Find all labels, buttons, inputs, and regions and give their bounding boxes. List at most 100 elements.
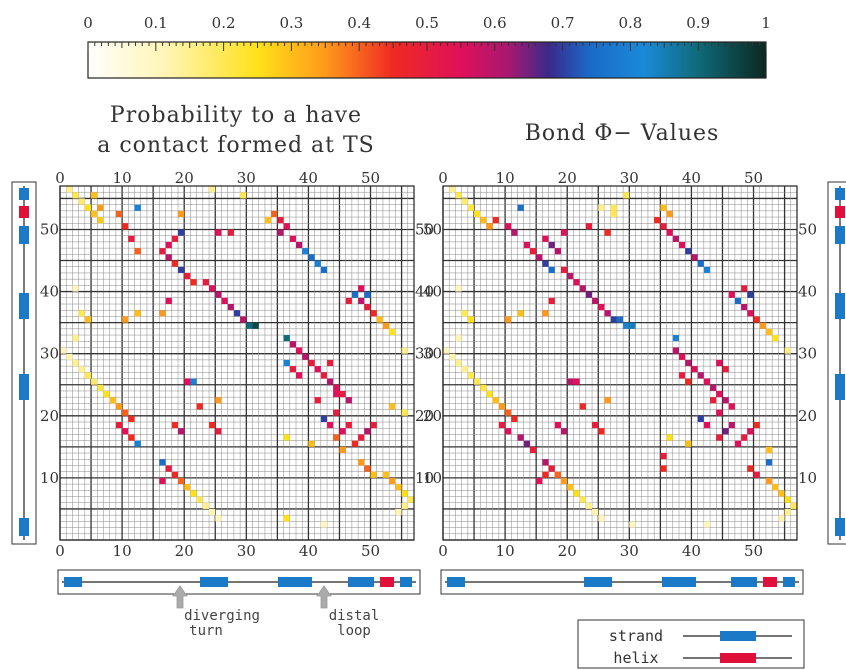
heatmap-cell (505, 409, 512, 416)
heatmap-cell (679, 353, 686, 360)
heatmap-cell (240, 192, 247, 199)
heatmap-cell (165, 297, 172, 304)
heatmap-cell (333, 384, 340, 391)
heatmap-cell (511, 415, 518, 422)
heatmap-cell (209, 285, 216, 292)
heatmap-cell (122, 409, 129, 416)
heatmap-cell (97, 384, 104, 391)
heatmap-cell (320, 415, 328, 422)
heatmap-cell (115, 422, 123, 429)
x-tick-label-top: 10 (113, 169, 132, 187)
heatmap-cell (84, 372, 92, 379)
heatmap-cell (202, 502, 210, 509)
heatmap-cell (467, 204, 475, 211)
heatmap-cell (215, 515, 222, 522)
heatmap-cell (610, 210, 617, 218)
heatmap-cell (84, 316, 92, 323)
heatmap-cell (461, 198, 468, 205)
heatmap-cell (302, 248, 309, 255)
heatmap-cell (554, 422, 561, 429)
heatmap-cell (215, 291, 222, 298)
heatmap-cell (283, 515, 290, 522)
heatmap-cell (227, 304, 234, 311)
heatmap-cell (455, 359, 462, 367)
heatmap-cell (314, 366, 321, 373)
right-panel-title: Bond Φ− Values (525, 121, 720, 146)
heatmap-cell (480, 217, 487, 224)
heatmap-cell (765, 459, 773, 466)
y-tick-label-right: 40 (415, 283, 434, 301)
heatmap-cell (351, 440, 359, 447)
heatmap-cell (741, 434, 748, 441)
heatmap-cell (505, 316, 512, 323)
heatmap-cell (296, 241, 303, 249)
y-tick-label-left: 50 (423, 220, 442, 238)
strand-segment (19, 374, 29, 400)
strand-segment (19, 226, 29, 244)
heatmap-cell (703, 266, 711, 273)
colorbar-tick-label: 1 (761, 14, 771, 32)
heatmap-cell (97, 204, 104, 211)
y-tick-label-left: 20 (40, 407, 59, 425)
heatmap-cell (480, 384, 487, 391)
heatmap-cell (666, 210, 673, 218)
y-tick-label-left: 40 (423, 283, 442, 301)
y-tick-label-right: 50 (415, 220, 434, 238)
heatmap-cell (716, 434, 723, 441)
heatmap-cell (370, 310, 377, 317)
heatmap-cell (592, 422, 599, 429)
heatmap-cell (455, 192, 462, 199)
heatmap-cell (486, 223, 493, 230)
heatmap-cell (759, 322, 766, 329)
heatmap-cell (542, 459, 549, 466)
heatmap-cell (296, 372, 303, 379)
heatmap-cell (455, 285, 462, 292)
heatmap-cell (66, 353, 73, 360)
heatmap-cell (474, 210, 481, 218)
legend-helix-label: helix (613, 649, 658, 667)
colorbar-tick-label: 0.1 (144, 14, 168, 32)
heatmap-cell (778, 515, 785, 522)
heatmap-cell (598, 428, 605, 435)
heatmap-cell (407, 496, 414, 503)
heatmap-cell (467, 316, 475, 323)
heatmap-cell (685, 378, 692, 385)
heatmap-cell (345, 422, 352, 429)
heatmap-cell (498, 422, 506, 429)
heatmap-cell (573, 279, 580, 286)
heatmap-cell (660, 465, 667, 472)
heatmap-cell (610, 204, 617, 211)
heatmap-cell (679, 241, 686, 249)
heatmap-cell (165, 241, 172, 249)
heatmap-cell (561, 477, 568, 485)
heatmap-cell (308, 254, 315, 261)
heatmap-cell (579, 403, 586, 410)
x-tick-label-bottom: 0 (55, 542, 65, 560)
heatmap-cell (511, 229, 518, 236)
heatmap-cell (277, 217, 284, 224)
heatmap-cell (339, 428, 346, 435)
right-secondary-structure-bar (827, 181, 846, 545)
heatmap-cells (443, 186, 797, 528)
heatmap-cell (461, 310, 468, 317)
heatmap-cell (401, 502, 408, 509)
heatmap-cell (389, 477, 396, 485)
heatmap-cell (283, 359, 290, 367)
heatmap-cell (567, 484, 574, 491)
heatmap-cell (592, 508, 599, 516)
heatmap-cell (184, 378, 191, 385)
heatmap-cell (474, 378, 481, 385)
y-tick-label-right: 10 (798, 469, 817, 487)
heatmap-cell (542, 471, 549, 478)
heatmap-cell (215, 397, 222, 404)
legend: strand helix (577, 619, 805, 669)
strand-segment (662, 577, 696, 587)
heatmap-cell (283, 223, 290, 230)
heatmap-cell (790, 502, 797, 509)
heatmap-cell (610, 316, 617, 323)
axis-tick-labels: 0 0 10 10 20 20 30 30 40 40 50 50 10 10 20 20 30 30 40 40 50… (40, 169, 434, 560)
heatmap-cell (320, 266, 328, 273)
heatmap-cell (666, 434, 673, 441)
heatmap-cell (579, 285, 586, 292)
